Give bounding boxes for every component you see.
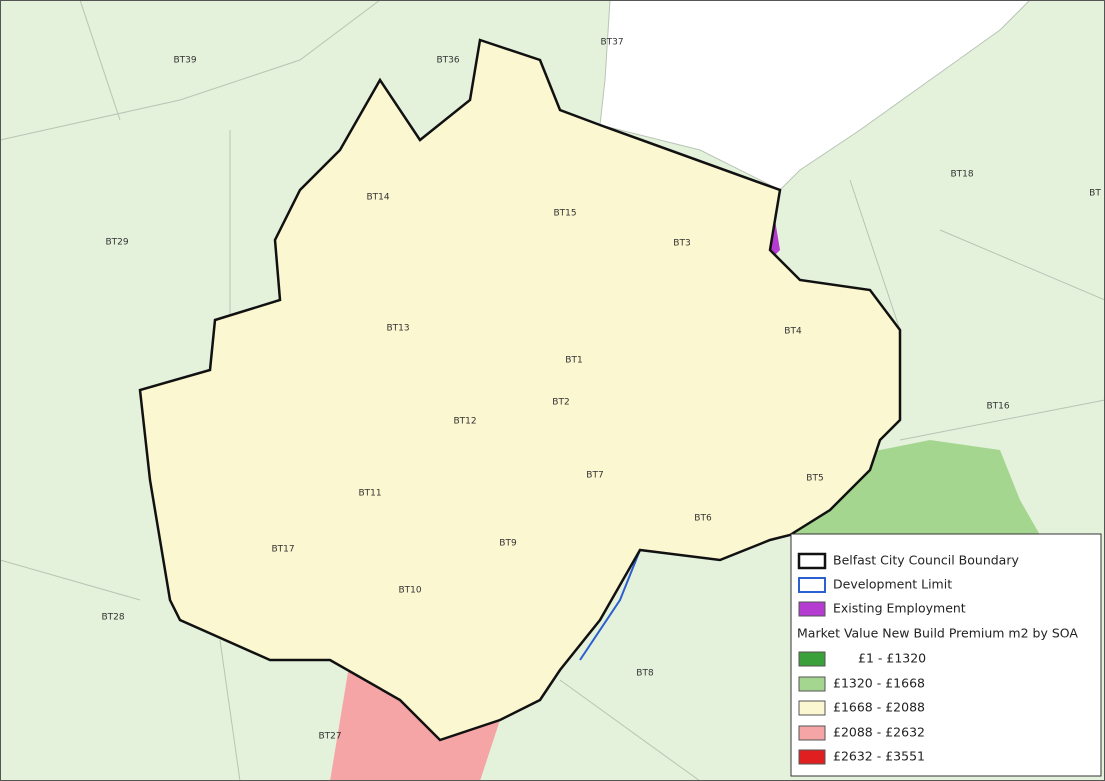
legend-label: £1 - £1320 (858, 651, 926, 666)
postcode-label: BT36 (436, 56, 459, 66)
postcode-label: BT15 (553, 209, 576, 219)
legend-label: Development Limit (833, 577, 952, 592)
postcode-label: BT39 (173, 56, 196, 66)
postcode-label: BT4 (784, 327, 802, 337)
postcode-label: BT12 (453, 417, 476, 427)
legend-label: Existing Employment (833, 601, 966, 616)
postcode-label: BT1 (565, 356, 582, 366)
postcode-label: BT2 (552, 398, 569, 408)
postcode-label: BT3 (673, 239, 690, 249)
legend-label: £1668 - £2088 (833, 700, 925, 715)
postcode-label: BT11 (358, 489, 381, 499)
legend-label: £2632 - £3551 (833, 749, 925, 764)
postcode-label: BT6 (694, 514, 712, 524)
legend: Belfast City Council Boundary Developmen… (790, 533, 1102, 777)
postcode-label: BT5 (806, 474, 823, 484)
postcode-label: BT16 (986, 402, 1009, 412)
postcode-label: BT (1089, 189, 1101, 199)
postcode-label: BT7 (586, 471, 603, 481)
legend-label: £2088 - £2632 (833, 725, 925, 740)
legend-swatch (798, 676, 826, 692)
legend-swatch (798, 577, 826, 593)
sea (599, 0, 1031, 191)
legend-swatch (798, 601, 826, 617)
postcode-label: BT18 (950, 170, 973, 180)
postcode-label: BT27 (318, 732, 341, 742)
postcode-label: BT10 (398, 586, 421, 596)
legend-swatch (798, 700, 826, 716)
postcode-label: BT8 (636, 669, 654, 679)
postcode-label: BT14 (366, 193, 389, 203)
legend-swatch (798, 651, 826, 667)
legend-label: Belfast City Council Boundary (833, 553, 1019, 568)
legend-swatch (798, 725, 826, 741)
postcode-label: BT37 (600, 38, 623, 48)
legend-swatch (798, 749, 826, 765)
legend-swatch (797, 552, 827, 570)
legend-label: £1320 - £1668 (833, 676, 925, 691)
postcode-label: BT17 (271, 545, 294, 555)
legend-title: Market Value New Build Premium m2 by SOA (797, 626, 1078, 641)
pink-area (330, 660, 500, 781)
postcode-label: BT28 (101, 613, 124, 623)
postcode-label: BT13 (386, 324, 409, 334)
postcode-labels: BT39 BT36 BT37 BT18 BT BT29 BT14 BT15 BT… (101, 38, 1101, 742)
legend-box (790, 533, 1102, 777)
postcode-label: BT29 (105, 238, 128, 248)
postcode-label: BT9 (499, 539, 517, 549)
